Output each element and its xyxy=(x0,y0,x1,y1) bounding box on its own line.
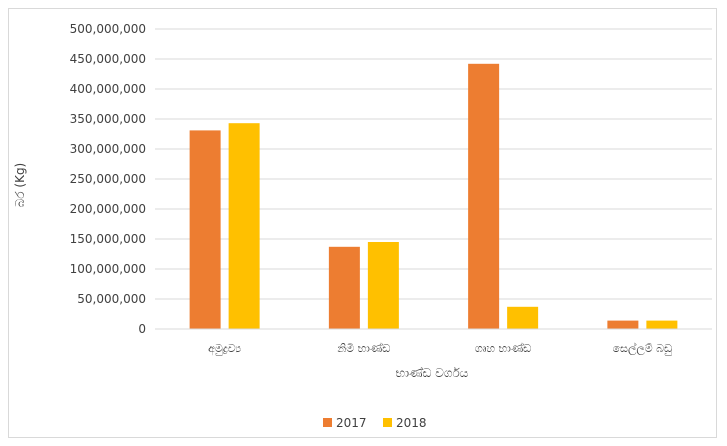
y-tick-label: 300,000,000 xyxy=(70,142,146,156)
x-axis-title: භාණ්ඩ වර්ගය xyxy=(396,366,469,380)
legend: 2017 2018 xyxy=(323,416,427,430)
y-tick-label: 350,000,000 xyxy=(70,112,146,126)
x-axis-categories: අමුද්‍රව්‍ය නිමි භාණ්ඩ ගෘහ භාණ්ඩ සෙල්ලම් බඩ… xyxy=(208,341,672,356)
bar-2018 xyxy=(367,242,399,329)
y-tick-label: 50,000,000 xyxy=(77,292,146,306)
y-tick-label: 450,000,000 xyxy=(70,52,146,66)
y-tick-label: 150,000,000 xyxy=(70,232,146,246)
legend-label: 2018 xyxy=(396,416,427,430)
bar-2017 xyxy=(607,320,639,329)
x-category-label: සෙල්ලම් බඩු xyxy=(613,341,673,356)
bars xyxy=(189,63,678,330)
y-axis-title: බර (Kg) xyxy=(13,163,27,208)
chart-frame xyxy=(8,8,717,438)
legend-swatch xyxy=(383,418,392,427)
bar-2018 xyxy=(228,123,260,329)
x-category-label: නිමි භාණ්ඩ xyxy=(337,341,390,355)
y-tick-label: 400,000,000 xyxy=(70,82,146,96)
y-tick-label: 100,000,000 xyxy=(70,262,146,276)
x-category-label: ගෘහ භාණ්ඩ xyxy=(475,341,531,355)
y-tick-label: 250,000,000 xyxy=(70,172,146,186)
legend-swatch xyxy=(323,418,332,427)
y-axis-ticks: 0 50,000,000 100,000,000 150,000,000 200,000… xyxy=(70,22,146,336)
bar-2017 xyxy=(468,63,500,330)
bar-2018 xyxy=(646,320,678,329)
bar-2017 xyxy=(328,246,360,329)
bar-2017 xyxy=(189,130,221,329)
y-tick-label: 0 xyxy=(138,322,146,336)
x-category-label: අමුද්‍රව්‍ය xyxy=(208,342,241,356)
bar-2018 xyxy=(507,306,539,329)
y-tick-label: 200,000,000 xyxy=(70,202,146,216)
legend-label: 2017 xyxy=(336,416,367,430)
y-tick-label: 500,000,000 xyxy=(70,22,146,36)
